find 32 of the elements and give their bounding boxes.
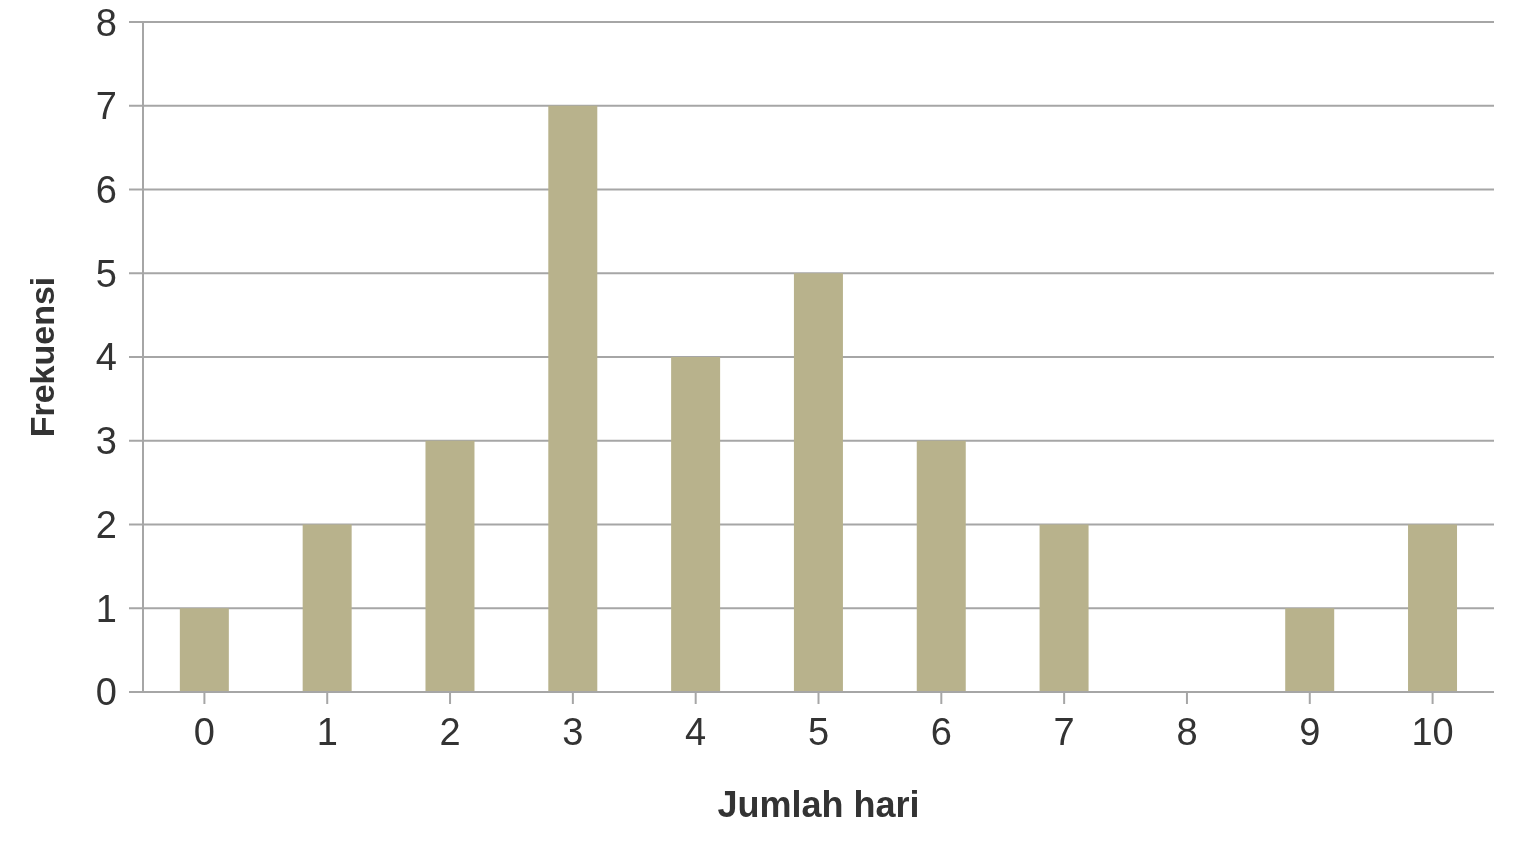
x-tick-label: 4 [685,710,707,753]
x-tick-label: 8 [1176,710,1198,753]
bar [179,608,229,692]
y-tick-label: 2 [95,503,117,546]
bar [1408,524,1458,692]
y-tick-label: 4 [95,336,117,379]
x-tick-label: 7 [1053,710,1075,753]
x-tick-label: 0 [193,710,215,753]
y-tick-label: 0 [95,671,117,714]
y-tick-label: 3 [95,420,117,463]
y-tick-label: 1 [95,587,117,630]
bar [1285,608,1335,692]
bar [671,357,721,692]
bar [425,440,475,692]
y-axis-title: Frekuensi [23,276,62,438]
y-tick-label: 7 [95,85,117,128]
bar [916,440,966,692]
x-axis-title: Jumlah hari [717,784,920,825]
x-tick-label: 9 [1299,710,1321,753]
bar [1039,524,1089,692]
bar [302,524,352,692]
x-tick-label: 6 [930,710,952,753]
x-tick-label: 2 [439,710,461,753]
x-tick-label: 10 [1411,710,1454,753]
y-tick-label: 5 [95,252,117,295]
y-tick-label: 6 [95,168,117,211]
x-tick-label: 1 [316,710,338,753]
y-tick-label: 8 [95,1,117,44]
bar [793,273,843,692]
bar [548,105,598,692]
x-tick-label: 5 [807,710,830,753]
x-tick-label: 3 [562,710,584,753]
